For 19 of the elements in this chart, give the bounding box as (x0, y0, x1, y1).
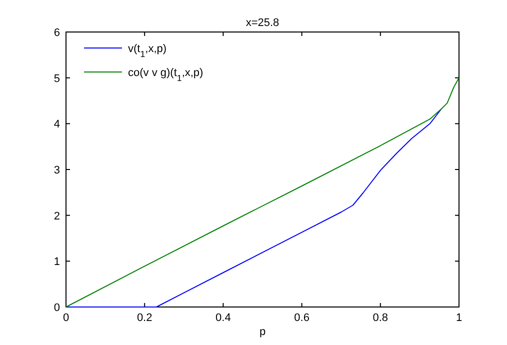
x-axis-title: p (259, 326, 266, 338)
legend-label: v(t$_{1}$,x,p) (128, 43, 167, 59)
x-tick-label: 0.2 (136, 312, 152, 324)
line-series (66, 108, 442, 308)
chart-title: x=25.8 (246, 17, 280, 29)
x-tick-label: 0.4 (216, 312, 231, 324)
x-tick-label: 0.8 (372, 312, 388, 324)
legend-label: co(v v g)(t$_{1}$,x,p) (128, 67, 204, 83)
y-tick-label: 4 (54, 118, 60, 131)
y-tick-label: 0 (54, 302, 60, 314)
x-tick-label: 0.6 (294, 312, 310, 324)
y-tick-label: 2 (54, 210, 60, 222)
y-tick-label: 5 (54, 72, 60, 85)
x-tick-label: 1 (456, 312, 462, 324)
y-tick-label: 1 (54, 256, 60, 268)
y-tick-label: 6 (54, 27, 60, 39)
y-tick-label: 3 (54, 164, 60, 176)
line-series (66, 77, 460, 308)
x-tick-label: 0 (62, 312, 70, 324)
